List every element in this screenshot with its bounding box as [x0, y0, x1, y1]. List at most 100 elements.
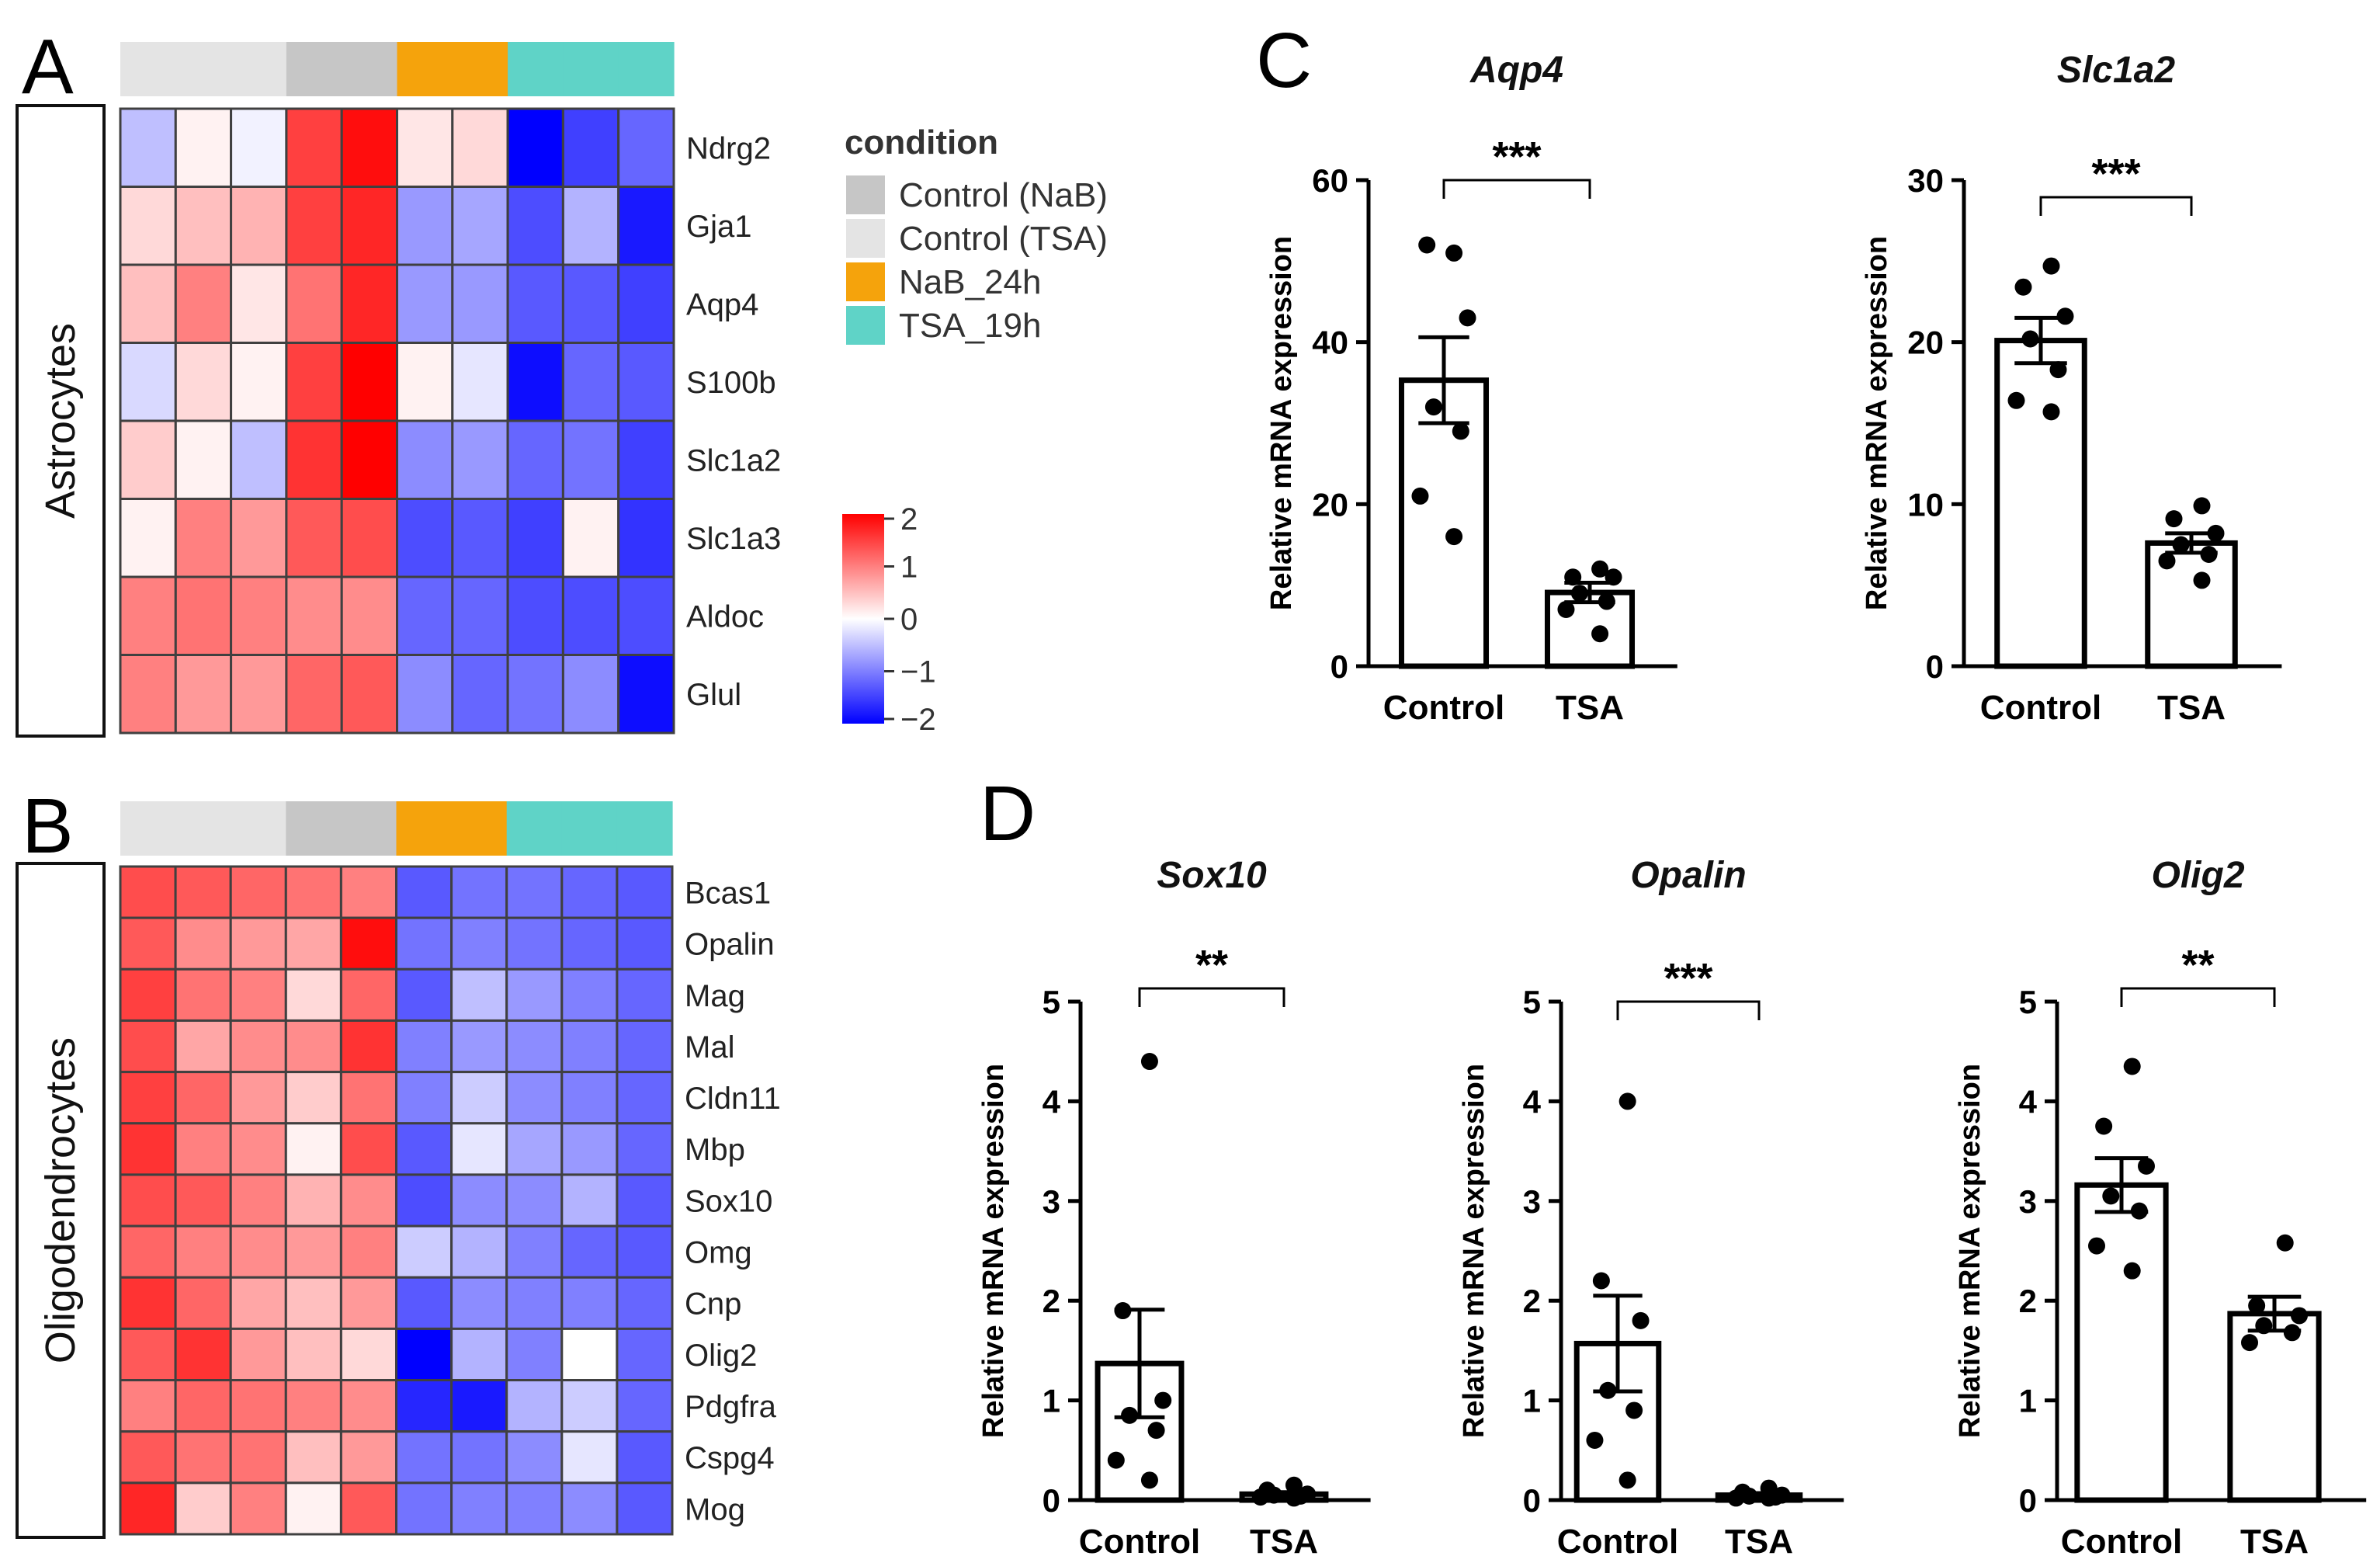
heatmap-cell-mbp-4 [284, 1122, 342, 1176]
x-tick-label-tsa: TSA [2240, 1523, 2309, 1556]
y-tick-label: 1 [1523, 1383, 1541, 1419]
heatmap-cell-bcas1-4 [284, 865, 342, 919]
heatmap-cell-pdgfra-10 [616, 1379, 674, 1433]
gene-label-aqp4: Aqp4 [686, 288, 758, 322]
heatmap-cell-s100b-8 [506, 342, 564, 422]
legend-swatch-control-nab [846, 175, 885, 214]
bar-control [1994, 338, 2087, 669]
gene-label-sox10: Sox10 [685, 1184, 772, 1218]
x-tick-label-tsa: TSA [1556, 689, 1624, 727]
heatmap-cell-ndrg2-1 [119, 107, 177, 188]
heatmap-cell-slc1a2-10 [617, 419, 675, 500]
heatmap-cell-glul-7 [451, 654, 509, 735]
heatmap-cell-opalin-3 [229, 916, 287, 971]
significance-label: *** [2091, 151, 2140, 197]
legend-label-control-nab: Control (NaB) [899, 176, 1108, 214]
data-point-tsa [2241, 1334, 2259, 1352]
heatmap-cell-aldoc-3 [230, 575, 288, 656]
scale-tick-label: 2 [900, 502, 918, 537]
data-point-control [2056, 307, 2074, 325]
data-point-control [2095, 1117, 2113, 1135]
heatmap-cell-sox10-7 [450, 1173, 508, 1228]
heatmap-cell-aldoc-5 [340, 575, 399, 656]
data-point-control [2102, 1187, 2120, 1205]
heatmap-cell-mal-7 [450, 1019, 508, 1074]
y-tick-label: 0 [2019, 1482, 2037, 1519]
heatmap-cell-pdgfra-3 [229, 1379, 287, 1433]
heatmap-cell-cldn11-9 [560, 1071, 619, 1125]
heatmap-cell-pdgfra-7 [450, 1379, 508, 1433]
heatmap-cell-sox10-3 [229, 1173, 287, 1228]
y-axis-label: Relative mRNA expression [1265, 236, 1298, 610]
heatmap-cell-glul-9 [561, 654, 620, 735]
heatmap-cell-ndrg2-2 [174, 107, 233, 188]
oligodendrocytes-heatmap: Bcas1 Opalin Mag Mal Cldn11 Mbp Sox10 Omg Cnp Oli… [16, 801, 781, 1539]
heatmap-cell-opalin-8 [505, 916, 564, 971]
heatmap-cell-mog-8 [505, 1481, 564, 1536]
heatmap-cell-gja1-8 [506, 186, 564, 266]
heatmap-cell-cldn11-4 [284, 1071, 342, 1125]
heatmap-cell-opalin-1 [119, 916, 177, 971]
heatmap-cell-s100b-4 [285, 342, 343, 422]
heatmap-cell-gja1-5 [340, 186, 399, 266]
heatmap-cell-slc1a2-6 [396, 419, 454, 500]
heatmap-cell-olig2-3 [229, 1327, 287, 1382]
data-point-tsa [1760, 1489, 1778, 1507]
data-point-control [1599, 1381, 1617, 1399]
heatmap-cell-aqp4-3 [230, 263, 288, 344]
cell-type-title-box [16, 862, 106, 1539]
legend-swatch-tsa-19h [846, 306, 885, 345]
gene-label-omg: Omg [685, 1236, 752, 1270]
heatmap-cell-mbp-10 [616, 1122, 674, 1176]
data-point-tsa [2255, 1317, 2273, 1335]
heatmap-cell-sox10-2 [174, 1173, 232, 1228]
heatmap-cell-olig2-1 [119, 1327, 177, 1382]
heatmap-cell-opalin-2 [174, 916, 232, 971]
heatmap-cell-cspg4-8 [505, 1430, 564, 1485]
significance-label: *** [1664, 955, 1712, 1002]
y-tick-label: 1 [1043, 1383, 1060, 1419]
heatmap-cell-pdgfra-2 [174, 1379, 232, 1433]
heatmap-cell-mog-7 [450, 1481, 508, 1536]
heatmap-cell-mbp-8 [505, 1122, 564, 1176]
heatmap-cell-sox10-1 [119, 1173, 177, 1228]
annotation-cell-nab-24h [397, 42, 453, 96]
heatmap-cell-slc1a3-4 [285, 498, 343, 578]
heatmap-cell-cldn11-10 [616, 1071, 674, 1125]
data-point-tsa [1740, 1487, 1758, 1505]
gene-label-mbp: Mbp [685, 1133, 745, 1167]
heatmap-cell-slc1a3-9 [561, 498, 620, 578]
data-point-control [1140, 1471, 1158, 1489]
data-point-control [2042, 257, 2060, 275]
data-point-tsa [2283, 1324, 2301, 1342]
heatmap-cell-cspg4-1 [119, 1430, 177, 1485]
heatmap-cell-cldn11-8 [505, 1071, 564, 1125]
heatmap-cell-cldn11-5 [339, 1071, 397, 1125]
heatmap-cell-s100b-9 [561, 342, 620, 422]
y-axis-label: Relative mRNA expression [1458, 1064, 1490, 1438]
y-tick-label: 5 [2019, 984, 2037, 1020]
heatmap-cell-glul-3 [230, 654, 288, 735]
slc1a2-bar-chart: 0 10 20 30 Relative mRNA expression Slc1a2 Con… [1861, 50, 2282, 727]
y-tick-label: 10 [1907, 486, 1944, 523]
heatmap-cell-cldn11-7 [450, 1071, 508, 1125]
y-tick-label: 3 [1043, 1183, 1060, 1220]
aqp4-bar-chart: 0 20 40 60 Relative mRNA expression Aqp4 Contr… [1265, 50, 1677, 727]
annotation-cell-control-nab [341, 801, 397, 856]
heatmap-cell-mbp-7 [450, 1122, 508, 1176]
heatmap-cell-cldn11-2 [174, 1071, 232, 1125]
annotation-cell-tsa-19h [508, 42, 564, 96]
heatmap-cell-glul-2 [174, 654, 233, 735]
data-point-control [2130, 1202, 2148, 1220]
significance-label: ** [1195, 942, 1228, 988]
heatmap-cell-aqp4-4 [285, 263, 343, 344]
heatmap-cell-slc1a3-7 [451, 498, 509, 578]
heatmap-cell-slc1a2-3 [230, 419, 288, 500]
heatmap-cell-mag-8 [505, 967, 564, 1022]
data-point-control [1445, 528, 1463, 546]
x-tick-label-tsa: TSA [2157, 689, 2226, 727]
annotation-cell-control-tsa [175, 801, 231, 856]
legend-label-nab-24h: NaB_24h [899, 263, 1041, 301]
heatmap-cell-cldn11-3 [229, 1071, 287, 1125]
annotation-cell-control-tsa [175, 42, 232, 96]
